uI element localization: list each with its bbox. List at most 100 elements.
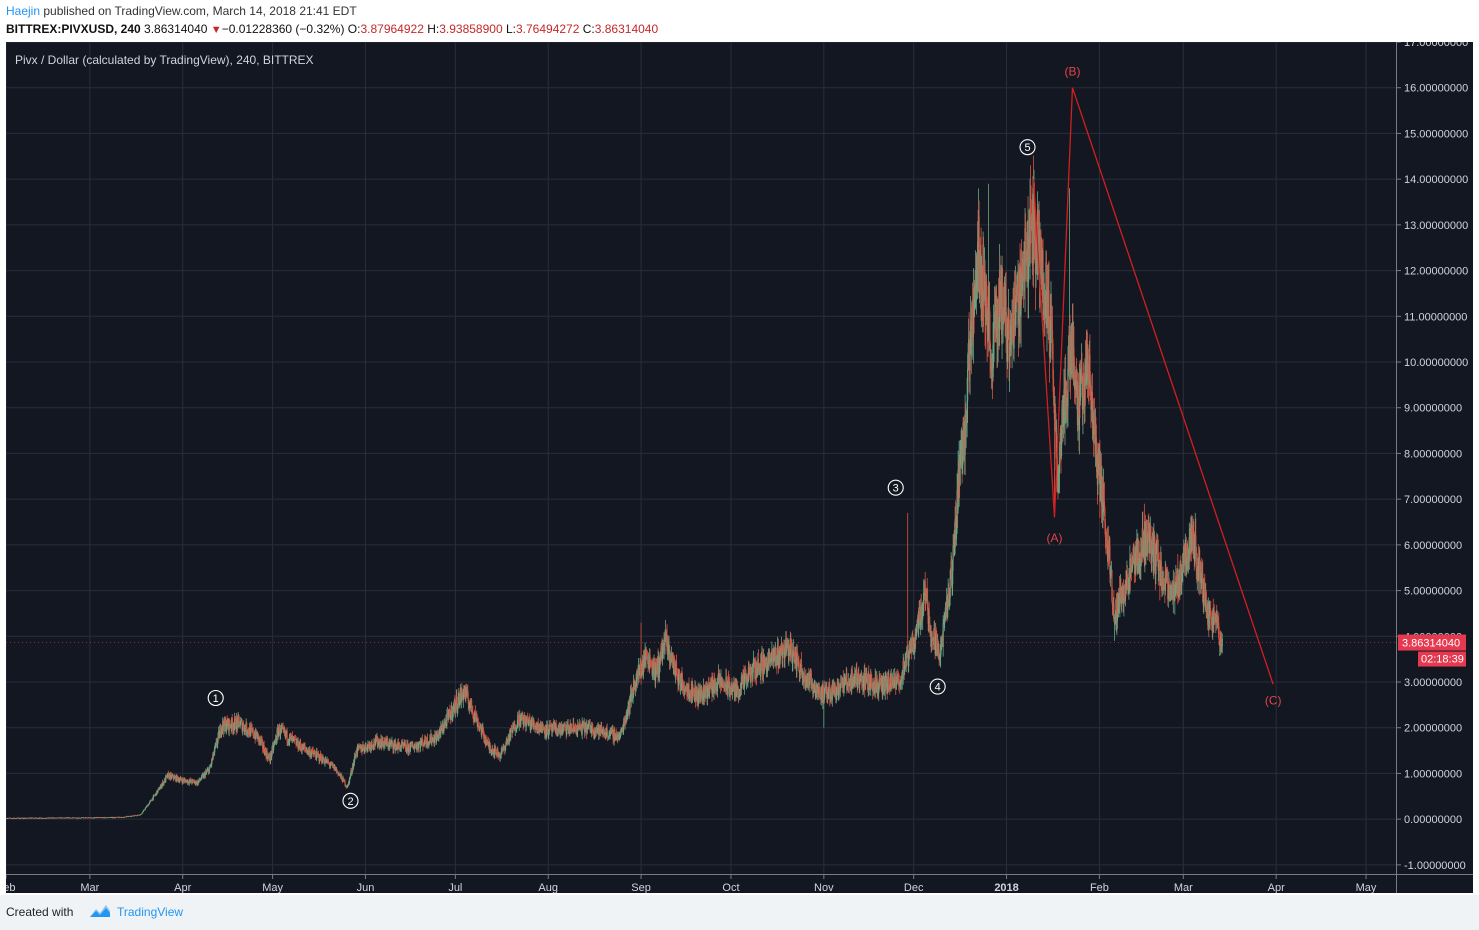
candle-body (548, 733, 550, 735)
candle-body (482, 727, 484, 732)
chart-title: Pivx / Dollar (calculated by TradingView… (15, 53, 314, 67)
candle-body (318, 754, 320, 761)
candle-body (545, 734, 547, 735)
candle-body (1073, 362, 1076, 389)
candle-body (434, 734, 436, 737)
candle-body (206, 770, 208, 772)
candle-body (433, 742, 435, 744)
candle-body (605, 731, 607, 738)
candle-body (1051, 321, 1053, 331)
y-tick-label: 13.00000000 (1404, 220, 1468, 232)
candle-body (520, 717, 522, 726)
candle-body (801, 670, 803, 674)
candle-body (607, 736, 609, 738)
candle-body (78, 817, 80, 819)
candle-body (152, 796, 154, 800)
candle-body (922, 604, 924, 612)
y-tick-label: 3.00000000 (1404, 677, 1462, 689)
candle-body (1180, 560, 1182, 583)
candle-body (216, 744, 218, 746)
candle-body (1203, 579, 1205, 583)
candle-body (123, 817, 125, 819)
candle-body (344, 780, 346, 786)
candle-body (1199, 582, 1201, 583)
candle-body (664, 639, 666, 646)
candle-body (501, 748, 503, 752)
candle-body (870, 676, 872, 689)
candle-body (12, 818, 15, 819)
candle-body (253, 735, 255, 737)
candle-body (1111, 569, 1113, 601)
candle-body (579, 723, 581, 729)
candle-body (192, 780, 194, 782)
candle-body (593, 730, 595, 735)
candle-body (76, 817, 78, 819)
candle-body (474, 711, 476, 718)
candle-body (943, 620, 945, 624)
candle-body (490, 751, 492, 753)
candle-body (870, 676, 872, 682)
candle-body (635, 672, 638, 682)
candle-body (873, 681, 875, 694)
candle-body (531, 722, 533, 727)
candle-body (645, 653, 648, 656)
candle-body (460, 690, 462, 702)
candle-body (513, 722, 515, 724)
candle-body (1202, 573, 1204, 603)
candle-body (1218, 622, 1220, 639)
candle-body (1080, 371, 1082, 383)
candle-body (614, 730, 616, 741)
candle-body (1140, 553, 1142, 563)
candle-body (1035, 263, 1037, 274)
candle-body (1021, 273, 1023, 291)
candle-body (200, 778, 202, 780)
candle-body (551, 724, 553, 732)
candle-body (603, 730, 605, 736)
candle-body (1157, 553, 1159, 571)
candle-body (1073, 347, 1075, 363)
candle-body (251, 727, 253, 729)
candle-body (362, 745, 364, 751)
candle-body (828, 685, 830, 690)
candle-body (422, 741, 424, 747)
x-tick-label: Nov (814, 882, 834, 893)
candle-body (909, 647, 911, 650)
candle-body (678, 670, 681, 678)
candle-body (276, 740, 278, 742)
candle-body (824, 687, 826, 692)
candle-body (944, 617, 946, 621)
candle-body (340, 774, 343, 778)
candle-body (356, 753, 358, 754)
candle-body (937, 643, 939, 654)
candle-body (103, 817, 105, 819)
candle-body (308, 751, 310, 754)
candle-body (797, 656, 799, 662)
candle-body (859, 678, 861, 685)
candle-body (608, 737, 610, 738)
candle-body (22, 818, 25, 820)
candle-body (146, 805, 148, 808)
candle-body (627, 709, 629, 716)
candle-body (204, 773, 206, 778)
candle-body (1155, 553, 1157, 575)
y-tick-label: -1.00000000 (1404, 860, 1466, 872)
candle-body (626, 715, 628, 722)
candle-body (209, 766, 211, 767)
author-link[interactable]: Haejin (6, 4, 41, 18)
candle-body (1125, 580, 1127, 590)
price-chart[interactable]: -1.00000000 0.00000000 1.00000000 2.0000000… (6, 42, 1473, 893)
candle-body (808, 673, 810, 685)
candle-body (122, 817, 124, 818)
candle-body (823, 700, 825, 701)
candle-body (425, 742, 427, 744)
candle-body (589, 722, 591, 725)
candle-body (843, 687, 845, 689)
candle-body (1024, 227, 1026, 279)
candle-body (1193, 534, 1195, 543)
candle-body (565, 724, 567, 731)
candle-body (394, 740, 397, 751)
candle-body (1172, 581, 1174, 600)
candle-body (1093, 415, 1095, 435)
candle-body (504, 745, 506, 751)
candle-body (1164, 570, 1166, 591)
